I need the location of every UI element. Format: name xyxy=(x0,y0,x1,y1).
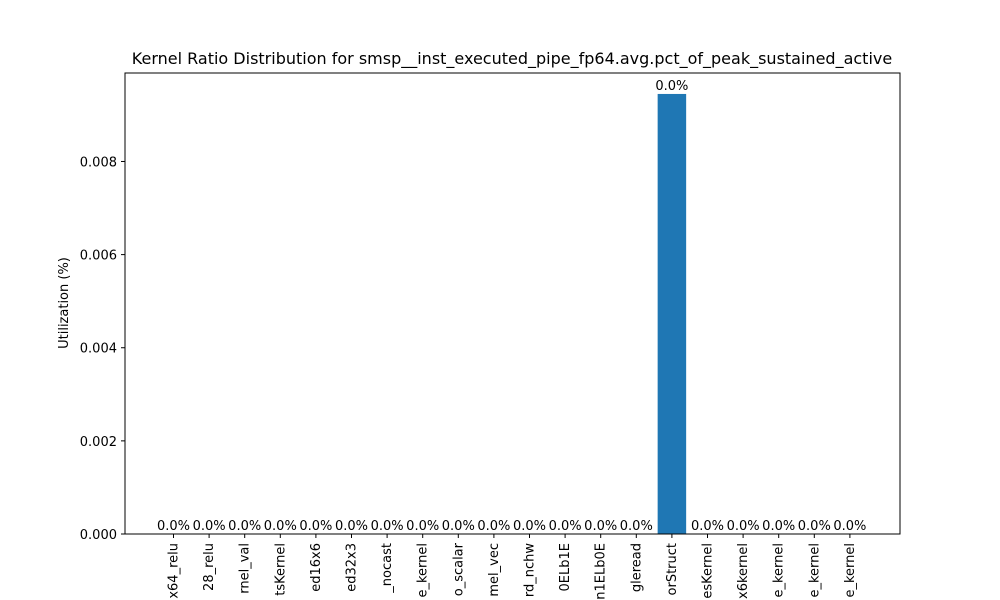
x-tick-label: e_kernel xyxy=(772,543,787,598)
y-tick-label: 0.002 xyxy=(80,435,117,450)
x-tick-label: 28_relu xyxy=(202,543,217,591)
y-tick-label: 0.006 xyxy=(80,249,117,264)
x-tick-label: esKernel xyxy=(701,543,716,599)
y-tick-label: 0.008 xyxy=(80,155,117,170)
bar-value-label: 0.0% xyxy=(655,79,688,94)
bar-value-label: 0.0% xyxy=(157,519,190,534)
x-tick-label: o_scalar xyxy=(451,542,466,596)
bar-value-label: 0.0% xyxy=(371,519,404,534)
x-tick-label: e_kernel xyxy=(807,543,822,598)
plot-frame xyxy=(124,72,901,535)
bar-value-label: 0.0% xyxy=(335,519,368,534)
x-tick-label: x6kernel xyxy=(736,543,751,599)
bar-value-label: 0.0% xyxy=(299,519,332,534)
bar-value-label: 0.0% xyxy=(193,519,226,534)
x-tick-label: rd_nchw xyxy=(523,543,538,597)
x-tick-label: ed16x6 xyxy=(309,543,324,592)
bar-value-label: 0.0% xyxy=(477,519,510,534)
bar-value-label: 0.0% xyxy=(228,519,261,534)
bar-value-label: 0.0% xyxy=(833,519,866,534)
bar-value-label: 0.0% xyxy=(727,519,760,534)
bars-layer xyxy=(657,93,687,535)
x-tick-label: 0ELb1E xyxy=(558,543,573,591)
x-axis: x64_relu 28_relu rnel_val tsKernel ed16x6 ed3… xyxy=(167,534,858,600)
y-axis-label: Utilization (%) xyxy=(57,257,72,349)
bar xyxy=(657,93,687,535)
chart-title: Kernel Ratio Distribution for smsp__inst… xyxy=(132,49,892,69)
y-tick-label: 0.004 xyxy=(80,342,117,357)
x-tick-label: orStruct xyxy=(665,543,680,595)
bar-value-label: 0.0% xyxy=(264,519,297,534)
x-tick-label: ed32x3 xyxy=(345,543,360,592)
bar-value-label: 0.0% xyxy=(691,519,724,534)
x-tick-label: mel_vec xyxy=(487,543,502,597)
bar-value-label: 0.0% xyxy=(584,519,617,534)
x-tick-label: gleread xyxy=(629,543,644,592)
bar-value-label: 0.0% xyxy=(406,519,439,534)
x-tick-label: tsKernel xyxy=(273,543,288,596)
bar-value-label: 0.0% xyxy=(798,519,831,534)
x-tick-label: n1ELb0E xyxy=(594,543,609,600)
x-tick-label: x64_relu xyxy=(167,543,182,599)
bar-value-label: 0.0% xyxy=(549,519,582,534)
bar-value-label: 0.0% xyxy=(513,519,546,534)
x-tick-label: rnel_val xyxy=(238,543,253,594)
data-labels-layer: 0.0% 0.0% 0.0% 0.0% 0.0% 0.0% 0.0% 0.0% 0.0% 0.0%… xyxy=(157,79,866,534)
x-tick-label: e_kernel xyxy=(416,543,431,598)
bar-value-label: 0.0% xyxy=(620,519,653,534)
y-tick-label: 0.000 xyxy=(80,528,117,543)
x-tick-label: _nocast xyxy=(380,543,395,594)
x-tick-label: e_kernel xyxy=(843,543,858,598)
bar-value-label: 0.0% xyxy=(442,519,475,534)
bar-value-label: 0.0% xyxy=(762,519,795,534)
y-axis: 0.000 0.002 0.004 0.006 0.008 xyxy=(80,155,125,543)
